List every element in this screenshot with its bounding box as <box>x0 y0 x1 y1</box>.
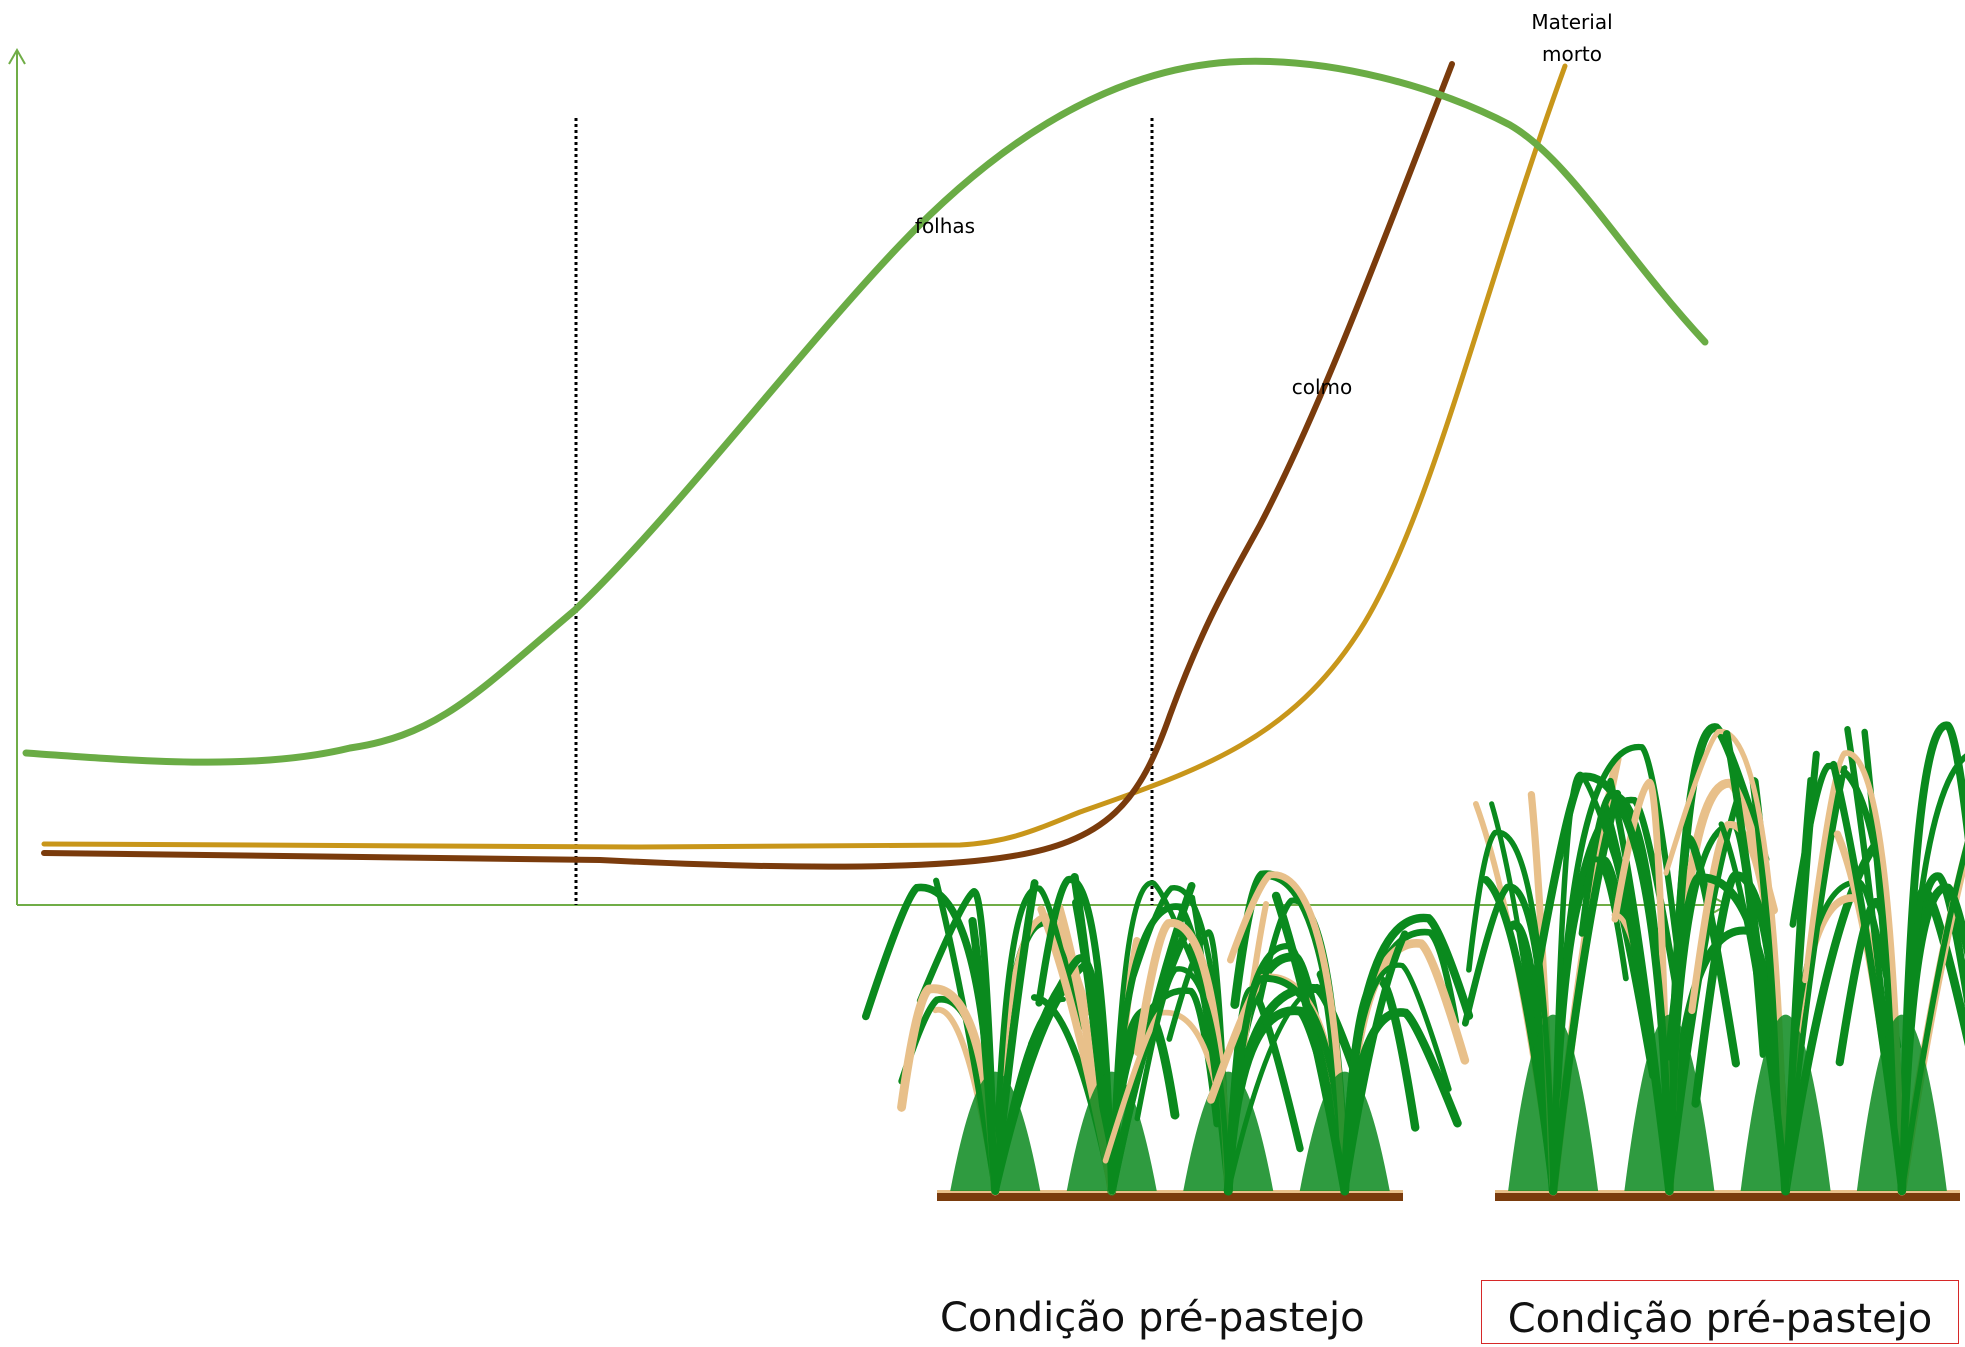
caption-pre-grazing-left: Condição pré-pastejo <box>940 1295 1365 1341</box>
grass-blade <box>1897 721 1965 1195</box>
grass-clump <box>1183 1071 1274 1191</box>
label-folhas: folhas <box>915 214 975 238</box>
grass-illustration-short <box>861 870 1474 1201</box>
soil-surface <box>1495 1190 1960 1193</box>
caption-pre-grazing-right-highlighted: Condição pré-pastejo <box>1481 1280 1959 1344</box>
soil-strip <box>1495 1193 1960 1201</box>
grass-clump <box>950 1071 1041 1191</box>
grass-blade <box>1802 750 1905 1194</box>
grass-blade <box>1898 753 1965 1194</box>
grass-clump <box>1066 1071 1157 1191</box>
label-material-line2: morto <box>1542 42 1602 66</box>
soil-strip <box>937 1193 1403 1201</box>
series-line-material-morto <box>41 63 1568 850</box>
series-line-folhas <box>22 57 1709 766</box>
grass-blade <box>1663 728 1789 1194</box>
y-axis-arrow-icon <box>8 47 26 65</box>
series-line-colmo <box>41 61 1455 870</box>
grass-clump <box>1299 1071 1390 1191</box>
soil-surface <box>937 1190 1403 1193</box>
grass-illustration-tall <box>1461 721 1965 1201</box>
grass-clump <box>1740 1014 1831 1191</box>
grass-blade <box>1340 913 1474 1196</box>
label-material-line1: Material <box>1531 10 1612 34</box>
grass-clump <box>1508 1014 1599 1191</box>
grass-blade <box>1035 875 1116 1195</box>
grass-blade <box>1226 871 1349 1195</box>
grass-blade <box>1531 772 1674 1196</box>
grass-clump <box>1624 1014 1715 1191</box>
grass-clump <box>1856 1014 1947 1191</box>
label-colmo: colmo <box>1292 375 1353 399</box>
